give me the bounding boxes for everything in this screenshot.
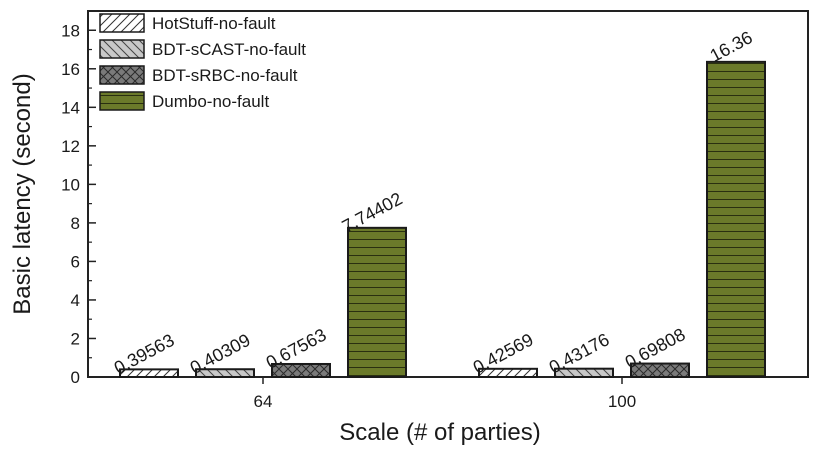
x-tick-label: 100 [608, 392, 636, 411]
plot-area [87, 10, 809, 378]
y-tick-label: 0 [71, 368, 80, 387]
x-axis-label: Scale (# of parties) [339, 419, 540, 446]
bar-bdt-scast-no-fault-100 [554, 367, 614, 379]
plot-border [87, 10, 809, 378]
bar-bdt-srbc-no-fault-64 [271, 362, 331, 378]
y-tick-label: 6 [71, 252, 80, 271]
y-tick-label: 14 [61, 98, 80, 117]
legend-swatch [99, 39, 145, 59]
bars-group [119, 60, 766, 379]
y-tick-label: 18 [61, 21, 80, 40]
legend-swatch [99, 91, 145, 111]
y-tick-label: 10 [61, 175, 80, 194]
bar-dumbo-no-fault-100 [706, 60, 766, 378]
y-axis-label: Basic latency (second) [9, 73, 36, 314]
x-tick-label: 64 [254, 392, 273, 411]
y-tick-label: 8 [71, 214, 80, 233]
legend-label: BDT-sCAST-no-fault [152, 40, 306, 59]
bar-hotstuff-no-fault-100 [478, 367, 538, 378]
legend: HotStuff-no-fault BDT-sCAST-no-fault BDT-s… [99, 13, 306, 111]
y-tick-label: 16 [61, 60, 80, 79]
y-axis: 0 2 4 6 8 10 12 14 16 18 [61, 21, 96, 387]
y-tick-label: 4 [71, 291, 80, 310]
data-label: 16.36 [707, 27, 756, 66]
y-tick-label: 12 [61, 137, 80, 156]
y-tick-label: 2 [71, 329, 80, 348]
bar-bdt-srbc-no-fault-100 [630, 362, 690, 378]
bar-bdt-scast-no-fault-64 [195, 368, 255, 378]
legend-label: HotStuff-no-fault [152, 14, 276, 33]
legend-swatch [99, 13, 145, 33]
x-axis: 64 100 [254, 377, 636, 411]
bar-dumbo-no-fault-64 [347, 226, 407, 378]
bar-hotstuff-no-fault-64 [119, 368, 179, 378]
legend-swatch [99, 65, 145, 85]
legend-label: Dumbo-no-fault [152, 92, 269, 111]
legend-label: BDT-sRBC-no-fault [152, 66, 298, 85]
